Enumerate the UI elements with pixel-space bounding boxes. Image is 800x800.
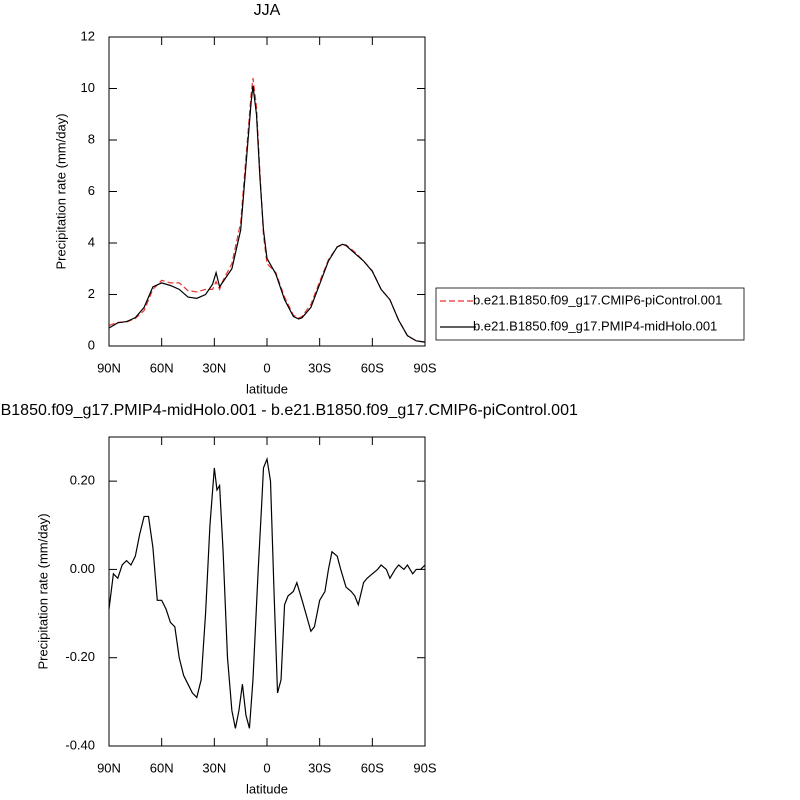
x-axis-label: latitude [246,381,288,396]
y-tick-label: -0.20 [65,649,95,664]
x-tick-label: 30S [308,760,331,775]
x-tick-label: 90S [413,360,436,375]
y-tick-label: 10 [81,80,95,95]
legend-label: b.e21.B1850.f09_g17.PMIP4-midHolo.001 [473,318,717,333]
y-tick-label: 0.00 [70,561,95,576]
x-tick-label: 60S [361,360,384,375]
x-tick-label: 0 [263,360,270,375]
x-tick-label: 60N [150,360,174,375]
y-tick-label: 12 [81,28,95,43]
chart-title: b.e21.B1850.f09_g17.PMIP4-midHolo.001 - … [0,402,578,419]
plot-frame [108,36,426,347]
x-axis-label: latitude [246,781,288,796]
x-tick-label: 0 [263,760,270,775]
y-axis-label: Precipitation rate (mm/day) [35,513,50,669]
y-tick-label: 0 [88,337,95,352]
x-tick-label: 30S [308,360,331,375]
y-axis-label: Precipitation rate (mm/day) [53,113,68,269]
data-line [108,85,426,343]
y-tick-label: 8 [88,131,95,146]
data-line [108,78,426,343]
data-line [108,456,426,729]
chart-title: JJA [254,2,281,19]
y-tick-label: 0.20 [70,473,95,488]
plot-frame [108,436,426,747]
y-tick-label: 6 [88,183,95,198]
x-tick-label: 30N [202,760,226,775]
legend-box [435,287,745,341]
x-tick-label: 60S [361,760,384,775]
x-tick-label: 90N [97,360,121,375]
y-tick-label: 4 [88,234,95,249]
y-tick-label: -0.40 [65,737,95,752]
y-tick-label: 2 [88,286,95,301]
x-tick-label: 30N [202,360,226,375]
x-tick-label: 90N [97,760,121,775]
x-tick-label: 60N [150,760,174,775]
legend-label: b.e21.B1850.f09_g17.CMIP6-piControl.001 [473,292,722,307]
x-tick-label: 90S [413,760,436,775]
